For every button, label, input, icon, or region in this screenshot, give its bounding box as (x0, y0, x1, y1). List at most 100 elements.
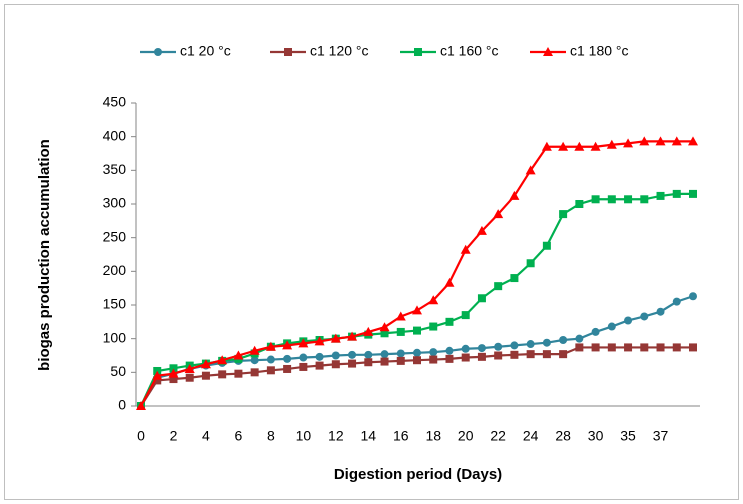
data-point (477, 352, 486, 361)
data-point (575, 200, 584, 208)
data-point (559, 350, 568, 359)
data-point (656, 307, 665, 316)
data-point (396, 349, 405, 358)
data-point (413, 348, 421, 357)
x-axis-title: Digestion period (Days) (334, 466, 502, 483)
data-point (363, 326, 374, 336)
data-point (413, 326, 421, 335)
data-point (445, 354, 454, 363)
data-point (218, 370, 227, 379)
data-point (494, 342, 503, 351)
y-tick-label: 100 (103, 329, 127, 345)
data-point (542, 338, 551, 347)
data-point (315, 361, 324, 370)
data-point (477, 344, 486, 353)
data-point (331, 360, 340, 369)
data-point (153, 376, 162, 385)
data-point (265, 341, 276, 351)
data-point (591, 195, 600, 204)
y-tick-label: 400 (103, 127, 127, 143)
data-point (510, 350, 519, 359)
legend-marker (543, 47, 553, 56)
data-point (477, 294, 486, 303)
data-point (314, 336, 325, 346)
data-point (558, 141, 569, 151)
data-point (476, 225, 487, 235)
data-point (510, 341, 519, 350)
data-point (575, 334, 584, 343)
data-point (461, 311, 470, 320)
data-point (347, 331, 358, 341)
data-point (493, 209, 504, 219)
data-point (298, 338, 309, 348)
legend-marker (414, 48, 422, 56)
data-point (348, 359, 357, 368)
legend-marker (154, 48, 162, 56)
data-point (249, 345, 260, 355)
data-point (233, 350, 244, 360)
data-point (624, 195, 633, 204)
data-point (364, 358, 373, 367)
x-tick-label: 0 (137, 428, 145, 444)
data-point (559, 210, 568, 219)
data-point (283, 364, 292, 373)
data-point (429, 322, 438, 331)
y-tick-label: 250 (103, 228, 127, 244)
y-axis-title: biogas production accumulation (36, 139, 53, 371)
data-point (299, 353, 308, 362)
data-point (444, 277, 455, 287)
data-point (526, 350, 535, 359)
data-point (655, 136, 666, 146)
data-point (624, 316, 633, 325)
data-point (152, 370, 163, 380)
data-point (299, 362, 308, 371)
data-point (201, 371, 210, 380)
x-tick-label: 18 (425, 428, 441, 444)
data-point (606, 139, 617, 149)
x-tick-label: 6 (235, 428, 243, 444)
data-point (639, 136, 650, 146)
data-point (364, 350, 373, 359)
data-point (234, 369, 243, 378)
data-point (315, 352, 324, 361)
x-tick-label: 16 (393, 428, 409, 444)
x-tick-label: 28 (555, 428, 571, 444)
legend-label: c1 20 °c (180, 43, 231, 59)
data-point (445, 317, 454, 326)
data-point (460, 244, 471, 254)
data-point (283, 354, 292, 363)
data-point (380, 329, 389, 338)
data-point (395, 311, 406, 321)
data-point (574, 141, 585, 151)
data-point (266, 355, 275, 364)
legend-label: c1 180 °c (570, 43, 629, 59)
data-point (330, 333, 341, 343)
x-tick-label: 4 (202, 428, 210, 444)
data-point (591, 343, 600, 352)
data-point (689, 343, 697, 352)
data-point (541, 141, 552, 151)
data-point (607, 343, 616, 352)
data-point (428, 295, 439, 305)
data-point (640, 312, 649, 321)
data-point (509, 190, 520, 200)
data-point (494, 282, 503, 291)
data-point (525, 165, 536, 175)
x-tick-label: 30 (588, 428, 604, 444)
data-point (380, 350, 389, 359)
data-point (185, 373, 194, 382)
data-point (331, 351, 340, 360)
data-point (282, 340, 293, 350)
data-point (526, 340, 535, 349)
data-point (348, 350, 357, 359)
data-point (671, 136, 682, 146)
data-point (542, 241, 551, 250)
x-tick-label: 24 (523, 428, 539, 444)
data-point (461, 344, 470, 353)
y-tick-label: 150 (103, 296, 127, 312)
legend-label: c1 160 °c (440, 43, 499, 59)
data-point (575, 343, 584, 352)
data-point (607, 322, 616, 331)
